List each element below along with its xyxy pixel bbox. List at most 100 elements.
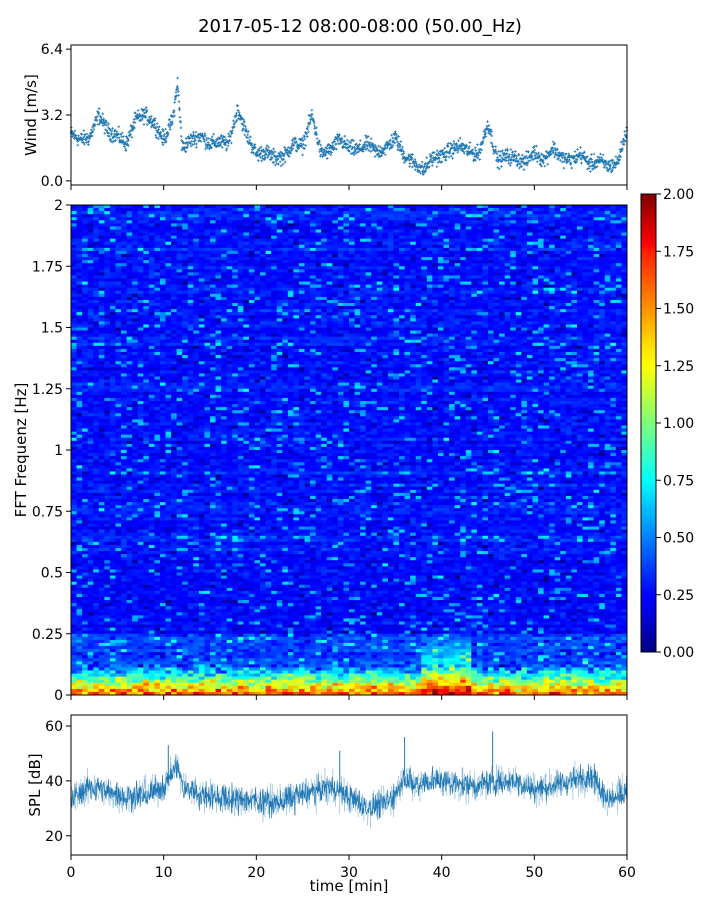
spectrogram-cell: [588, 254, 594, 258]
spectrogram-cell: [404, 205, 411, 209]
spectrogram-cell: [621, 257, 628, 261]
wind-data-point: [112, 139, 116, 143]
spectrogram-cell: [482, 284, 489, 289]
spectrogram-cell: [282, 226, 289, 230]
spectrogram-cell: [521, 247, 528, 252]
spectrogram-cell: [515, 241, 522, 246]
spectrogram-cell: [237, 214, 244, 218]
spectrogram-cell: [293, 272, 300, 276]
spectrogram-cell: [582, 275, 589, 279]
spectrogram-cell: [582, 296, 589, 301]
spectrogram-cell: [271, 290, 278, 295]
spectrogram-cell: [204, 278, 211, 282]
spectrogram-cell: [204, 303, 211, 307]
spectrogram-cell: [404, 217, 411, 221]
spectrogram-cell: [132, 205, 139, 209]
spectrogram-cell: [198, 205, 205, 209]
spectrogram-cell: [104, 250, 111, 255]
spectrogram-cell: [248, 281, 255, 285]
wind-data-point: [126, 144, 130, 148]
spectrogram-cell: [337, 266, 344, 270]
spectrogram-cell: [538, 272, 544, 276]
spectrogram-cell: [426, 266, 433, 270]
spectrogram-cell: [588, 220, 594, 224]
spectrogram-cell: [243, 208, 250, 212]
spectrogram-cell: [254, 214, 261, 218]
spectrogram-cell: [115, 223, 122, 227]
wind-data-point: [391, 136, 394, 140]
wind-data-point: [101, 112, 105, 116]
spectrogram-cell: [387, 247, 394, 252]
spectrogram-cell: [187, 211, 194, 215]
spectrogram-cell: [98, 205, 105, 209]
wind-data-point: [124, 141, 127, 145]
spectrogram-cell: [98, 226, 105, 230]
spectrogram-cell: [576, 232, 583, 236]
spectrogram-cell: [504, 217, 511, 221]
spectrogram-cell: [532, 266, 539, 270]
spectrogram-cell: [588, 260, 594, 264]
spectrogram-cell: [499, 278, 506, 282]
spectrogram-cell: [226, 217, 233, 221]
spectrogram-cell: [593, 266, 600, 270]
spectrogram-cell: [571, 235, 578, 240]
spectrogram-cell: [443, 281, 450, 285]
spectrogram-cell: [437, 205, 444, 209]
spectrogram-cell: [337, 278, 344, 282]
wind-data-point: [117, 136, 121, 139]
spectrogram-cell: [282, 229, 289, 233]
spectrogram-cell: [454, 220, 461, 224]
spectrogram-cell: [282, 296, 289, 301]
spectrogram-cell: [104, 269, 111, 273]
spectrogram-cell: [521, 205, 528, 209]
spectrogram-cell: [393, 269, 400, 273]
spectrogram-cell: [510, 293, 517, 298]
spectrogram-cell: [210, 257, 216, 261]
spectrogram-cell: [226, 211, 233, 215]
spectrogram-cell: [415, 266, 422, 270]
spectrogram-cell: [293, 217, 300, 221]
spectrogram-cell: [599, 293, 606, 298]
spectrogram-cell: [193, 287, 200, 292]
spectrogram-cell: [560, 244, 567, 249]
spectrogram-cell: [538, 257, 544, 261]
spectrogram-cell: [76, 281, 83, 285]
spectrogram-cell: [221, 208, 228, 212]
spectrogram-cell: [404, 275, 411, 279]
spectrogram-cell: [221, 281, 228, 285]
spectrogram-cell: [488, 244, 494, 249]
spectrogram-cell: [399, 244, 405, 249]
spectrogram-cell: [126, 299, 133, 304]
spectrogram-cell: [159, 220, 166, 224]
spectrogram-cell: [365, 235, 372, 240]
spectrogram-cell: [449, 296, 455, 301]
spectrogram-cell: [326, 241, 333, 246]
spectrogram-cell: [254, 241, 261, 246]
spectrogram-cell: [449, 269, 455, 273]
spectrogram-cell: [165, 266, 172, 270]
spectrogram-cell: [443, 293, 450, 298]
spectrogram-cell: [521, 281, 528, 285]
spectrogram-cell: [132, 278, 139, 282]
spectrogram-cell: [126, 284, 133, 289]
spectrogram-cell: [321, 238, 328, 243]
spectrogram-cell: [538, 296, 544, 301]
spectrogram-cell: [565, 290, 572, 295]
spectrogram-cell: [460, 226, 467, 230]
spectrogram-cell: [310, 290, 316, 295]
spectrogram-cell: [437, 293, 444, 298]
spectrogram-cell: [276, 223, 283, 227]
spectrogram-cell: [293, 284, 300, 289]
spectrogram-cell: [571, 272, 578, 276]
spectrogram-cell: [437, 284, 444, 289]
wind-ytick-label: 3.2: [41, 108, 63, 124]
spectrogram-cell: [137, 247, 144, 252]
wind-data-point: [129, 132, 132, 136]
spectrogram-cell: [360, 290, 367, 295]
spectrogram-cell: [376, 278, 383, 282]
spectrogram-cell: [171, 275, 177, 279]
spectrogram-cell: [526, 269, 533, 273]
wind-data-point: [257, 159, 260, 162]
spectrogram-cell: [98, 232, 105, 236]
spectrogram-cell: [465, 232, 472, 236]
